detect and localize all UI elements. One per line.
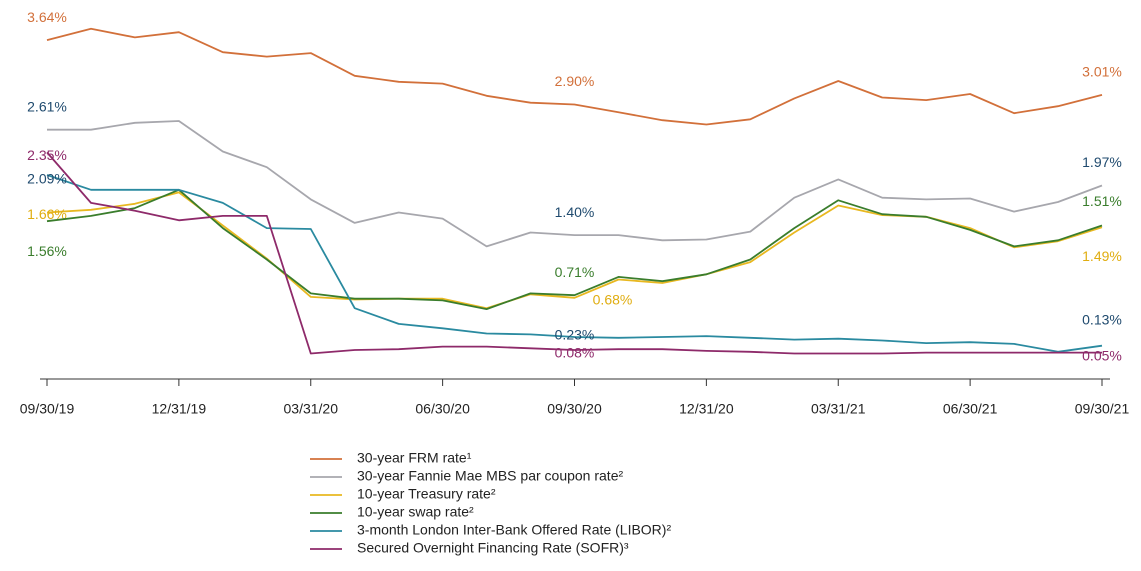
value-label: 3.64% xyxy=(27,9,67,25)
value-label: 0.05% xyxy=(1082,347,1122,363)
legend-label: 3-month London Inter-Bank Offered Rate (… xyxy=(357,522,671,538)
value-label: 2.35% xyxy=(27,147,67,163)
value-label: 0.23% xyxy=(555,327,595,343)
value-label: 0.71% xyxy=(555,264,595,280)
value-label: 1.66% xyxy=(27,206,67,222)
value-label: 0.13% xyxy=(1082,311,1122,327)
legend-label: 10-year swap rate² xyxy=(357,504,474,520)
x-tick-label: 03/31/21 xyxy=(811,401,866,417)
x-tick-label: 03/31/20 xyxy=(284,401,339,417)
legend-label: Secured Overnight Financing Rate (SOFR)³ xyxy=(357,540,629,556)
legend-label: 30-year FRM rate¹ xyxy=(357,450,472,466)
value-label: 2.09% xyxy=(27,171,67,187)
series-line xyxy=(46,27,1103,126)
value-label: 1.51% xyxy=(1082,193,1122,209)
legend-label: 30-year Fannie Mae MBS par coupon rate² xyxy=(357,468,623,484)
x-tick-label: 12/31/20 xyxy=(679,401,734,417)
value-label: 0.08% xyxy=(555,345,595,361)
x-tick-label: 12/31/19 xyxy=(152,401,207,417)
x-tick-label: 09/30/19 xyxy=(20,401,75,417)
value-label: 2.90% xyxy=(555,73,595,89)
x-tick-label: 09/30/20 xyxy=(547,401,602,417)
x-tick-label: 09/30/21 xyxy=(1075,401,1130,417)
value-label: 0.68% xyxy=(593,291,633,307)
legend-label: 10-year Treasury rate² xyxy=(357,486,496,502)
series-line xyxy=(47,120,1103,248)
value-label: 1.97% xyxy=(1082,154,1122,170)
series-line xyxy=(46,174,1103,353)
value-label: 2.61% xyxy=(27,98,67,114)
value-label: 1.56% xyxy=(27,243,67,259)
x-tick-label: 06/30/21 xyxy=(943,401,998,417)
value-label: 3.01% xyxy=(1082,64,1122,80)
value-label: 1.49% xyxy=(1082,248,1122,264)
series-line xyxy=(46,151,1102,355)
series-line xyxy=(46,188,1103,310)
x-tick-label: 06/30/20 xyxy=(415,401,470,417)
value-label: 1.40% xyxy=(555,204,595,220)
